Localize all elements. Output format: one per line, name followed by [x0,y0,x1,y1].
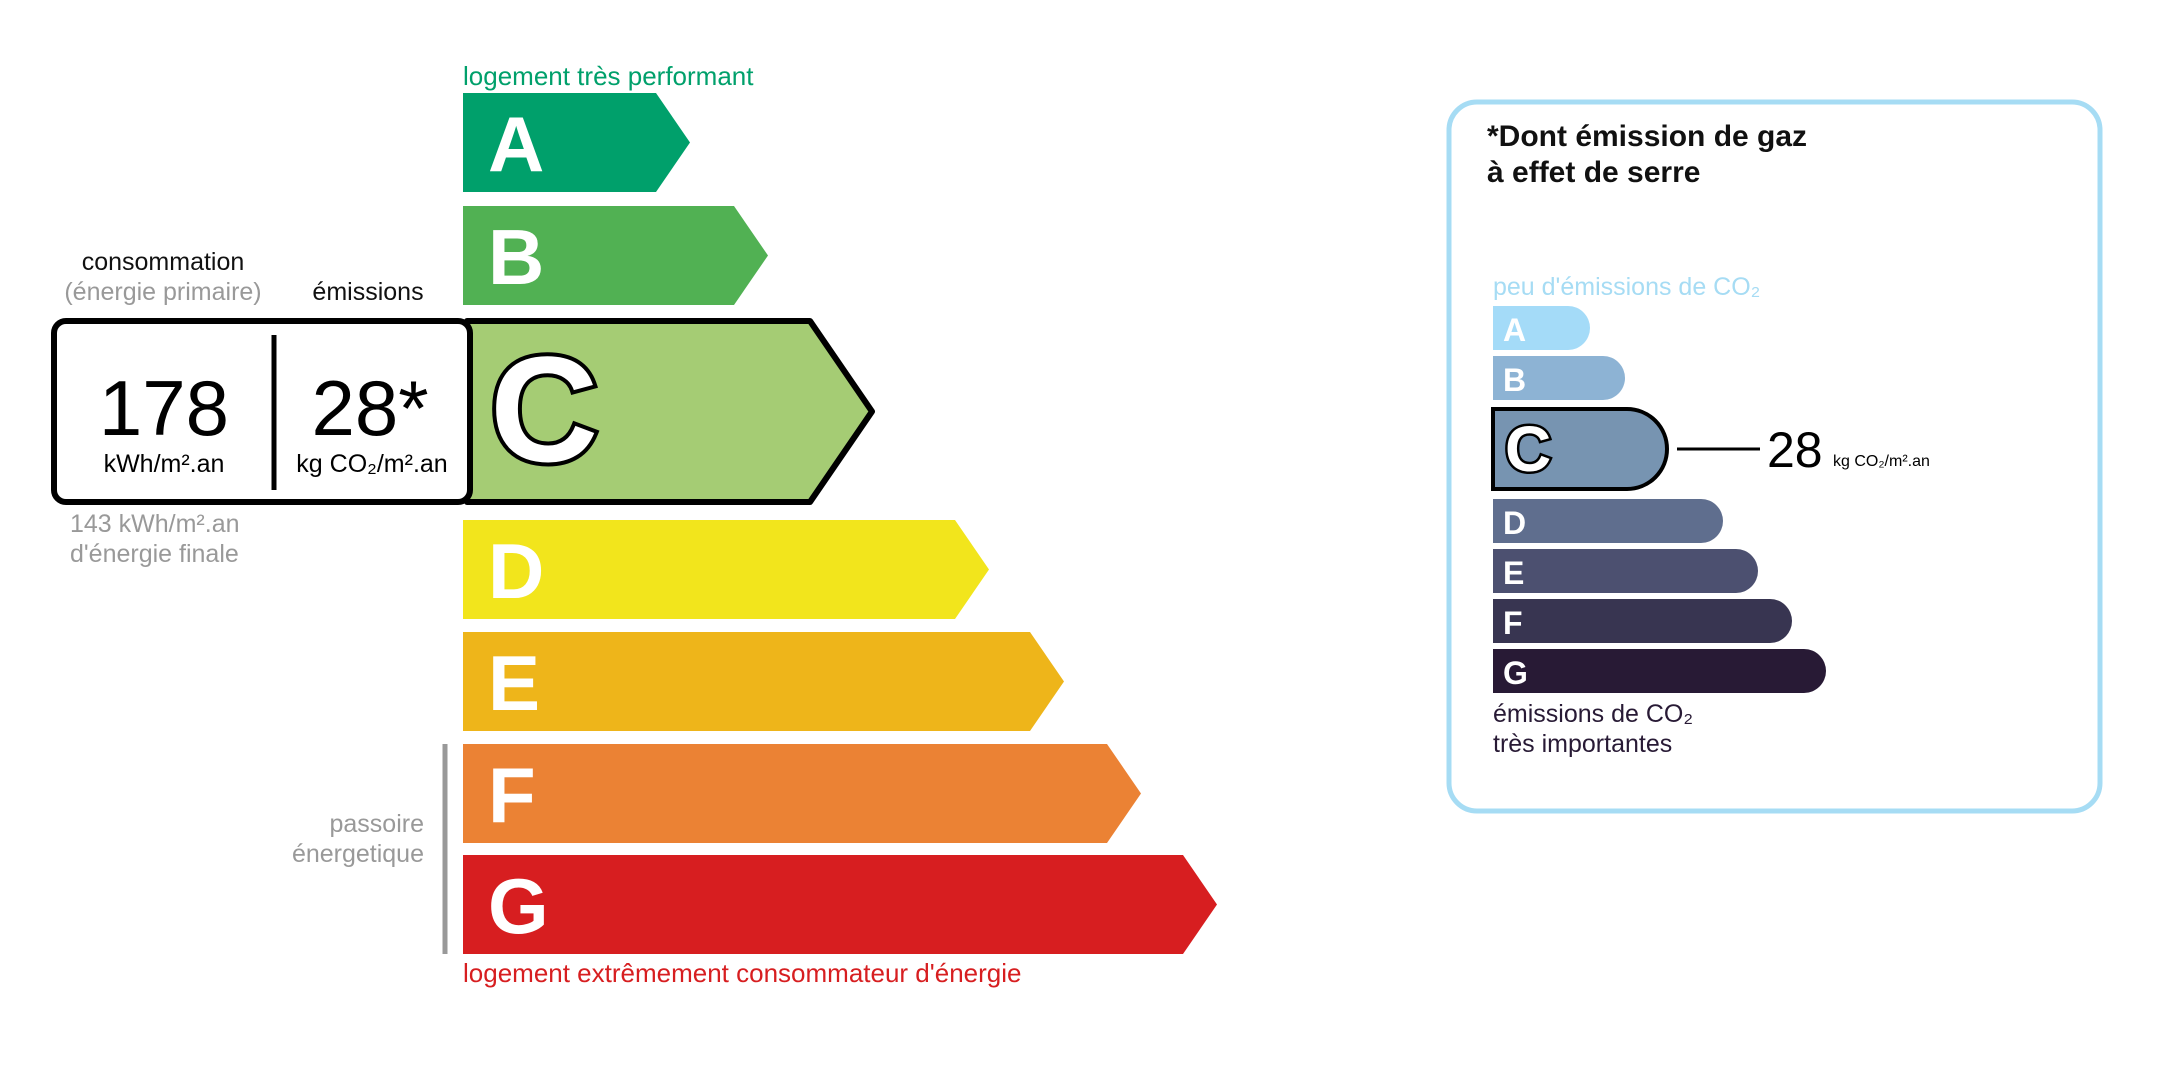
ges-value: 28 [1767,422,1823,478]
energy-class-letter-current: C [490,325,598,493]
value-box [51,318,473,505]
emissions-label: émissions [312,278,423,306]
consumption-value: 178 [99,364,229,452]
ges-top-label: peu d'émissions de CO₂ [1493,273,1760,301]
ges-bar-g [1493,649,1826,693]
energy-bar-a [463,93,690,192]
energy-bar-g [463,855,1217,954]
energy-bottom-label: logement extrêmement consommateur d'éner… [463,958,1021,988]
ges-bar-a [1493,306,1590,350]
ges-class-letter: E [1503,555,1524,591]
passoire-label-line1: passoire [330,810,425,838]
ges-class-letter-current: C [1505,413,1551,485]
final-energy-value: 143 kWh/m².an [70,510,240,538]
ges-bar-f [1493,599,1792,643]
energy-class-letter: A [488,100,544,188]
emissions-value: 28* [311,364,428,452]
emissions-unit: kg CO₂/m².an [296,450,447,478]
ges-class-letter: F [1503,605,1523,641]
energy-class-letter: G [488,862,549,950]
energy-class-letter: F [488,751,536,839]
consumption-label: consommation [82,248,245,276]
energy-bar-d [463,520,989,619]
ges-bar-e [1493,549,1758,593]
energy-class-letter: B [488,213,544,301]
ges-class-letter: G [1503,655,1528,691]
energy-top-label: logement très performant [463,61,754,91]
ges-class-letter: D [1503,505,1526,541]
ges-bar-b [1493,356,1625,400]
consumption-sublabel: (énergie primaire) [64,278,261,306]
energy-bar-e [463,632,1064,731]
ges-title-line1: *Dont émission de gaz [1487,120,1807,153]
ges-panel: *Dont émission de gaz à effet de serre p… [1446,99,2103,814]
ges-bottom-label-line2: très importantes [1493,730,1672,758]
energy-bar-f [463,744,1141,843]
ges-bottom-label-line1: émissions de CO₂ [1493,700,1693,728]
ges-bar-d [1493,499,1723,543]
ges-bar-c-current [1491,407,1669,491]
ges-unit: kg CO₂/m².an [1833,453,1930,470]
energy-bar-b [463,206,768,305]
final-energy-label: d'énergie finale [70,540,239,568]
ges-class-letter: B [1503,362,1526,398]
consumption-unit: kWh/m².an [104,450,225,478]
energy-class-letter: D [488,527,544,615]
energy-class-letter: E [488,639,540,727]
ges-title-line2: à effet de serre [1487,156,1700,189]
ges-class-letter: A [1503,312,1526,348]
passoire-label-line2: énergetique [292,840,424,868]
